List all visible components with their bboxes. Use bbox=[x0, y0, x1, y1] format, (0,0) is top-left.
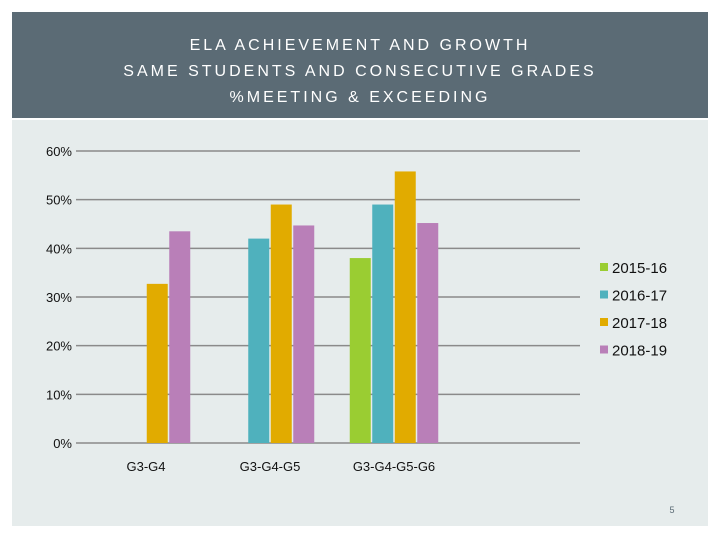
bar bbox=[394, 171, 416, 443]
x-tick-label: G3-G4-G5-G6 bbox=[353, 459, 435, 474]
chart-title-line-2: SAME STUDENTS AND CONSECUTIVE GRADES bbox=[123, 63, 597, 80]
bar bbox=[169, 231, 191, 443]
legend-swatch bbox=[600, 263, 608, 271]
slide-number: 5 bbox=[669, 505, 675, 515]
x-tick-label: G3-G4-G5 bbox=[240, 459, 301, 474]
chart-title-line-1: ELA ACHIEVEMENT AND GROWTH bbox=[189, 37, 531, 54]
y-tick-label: 60% bbox=[46, 144, 72, 159]
y-tick-label: 0% bbox=[53, 436, 72, 451]
bar bbox=[372, 204, 394, 443]
legend-label: 2018-19 bbox=[612, 343, 667, 360]
chart-title-line-3: %MEETING & EXCEEDING bbox=[229, 89, 491, 106]
legend-swatch bbox=[600, 318, 608, 326]
legend-label: 2015-16 bbox=[612, 260, 667, 277]
y-tick-label: 10% bbox=[46, 387, 72, 402]
bar bbox=[248, 238, 270, 443]
bar bbox=[270, 204, 292, 443]
bar bbox=[349, 258, 371, 443]
bar bbox=[417, 223, 439, 443]
y-tick-label: 30% bbox=[46, 290, 72, 305]
x-tick-label: G3-G4 bbox=[126, 459, 165, 474]
legend-swatch bbox=[600, 290, 608, 299]
y-tick-label: 50% bbox=[46, 193, 72, 208]
legend-label: 2016-17 bbox=[612, 288, 667, 305]
bar bbox=[293, 225, 315, 443]
y-tick-label: 40% bbox=[46, 241, 72, 256]
legend-label: 2017-18 bbox=[612, 315, 667, 332]
bar bbox=[146, 283, 168, 443]
slide-header: ELA ACHIEVEMENT AND GROWTH SAME STUDENTS… bbox=[12, 12, 708, 118]
y-tick-label: 20% bbox=[46, 339, 72, 354]
legend-swatch bbox=[600, 345, 608, 354]
